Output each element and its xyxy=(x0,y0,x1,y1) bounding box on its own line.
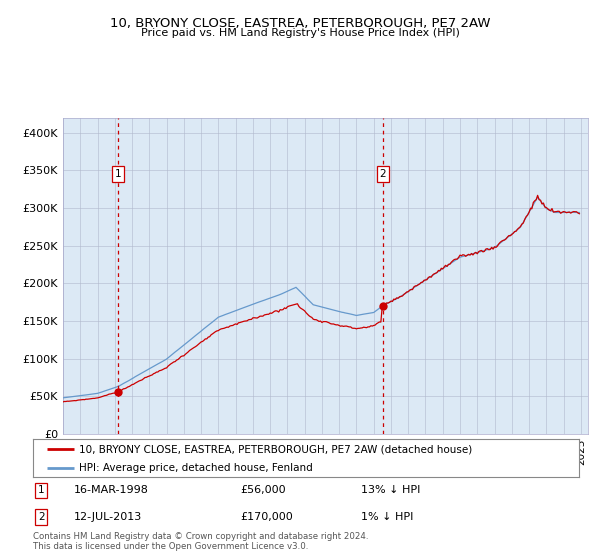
Text: Contains HM Land Registry data © Crown copyright and database right 2024.
This d: Contains HM Land Registry data © Crown c… xyxy=(33,532,368,552)
Text: £56,000: £56,000 xyxy=(241,486,286,496)
Text: 2: 2 xyxy=(38,512,44,522)
Text: £170,000: £170,000 xyxy=(241,512,293,522)
Text: 1: 1 xyxy=(115,169,122,179)
Text: 1% ↓ HPI: 1% ↓ HPI xyxy=(361,512,413,522)
Text: 10, BRYONY CLOSE, EASTREA, PETERBOROUGH, PE7 2AW (detached house): 10, BRYONY CLOSE, EASTREA, PETERBOROUGH,… xyxy=(79,444,473,454)
Text: 16-MAR-1998: 16-MAR-1998 xyxy=(74,486,149,496)
Text: Price paid vs. HM Land Registry's House Price Index (HPI): Price paid vs. HM Land Registry's House … xyxy=(140,28,460,38)
Text: 10, BRYONY CLOSE, EASTREA, PETERBOROUGH, PE7 2AW: 10, BRYONY CLOSE, EASTREA, PETERBOROUGH,… xyxy=(110,17,490,30)
Text: 12-JUL-2013: 12-JUL-2013 xyxy=(74,512,142,522)
Text: 1: 1 xyxy=(38,486,44,496)
Text: 13% ↓ HPI: 13% ↓ HPI xyxy=(361,486,420,496)
Text: HPI: Average price, detached house, Fenland: HPI: Average price, detached house, Fenl… xyxy=(79,463,313,473)
Text: 2: 2 xyxy=(379,169,386,179)
